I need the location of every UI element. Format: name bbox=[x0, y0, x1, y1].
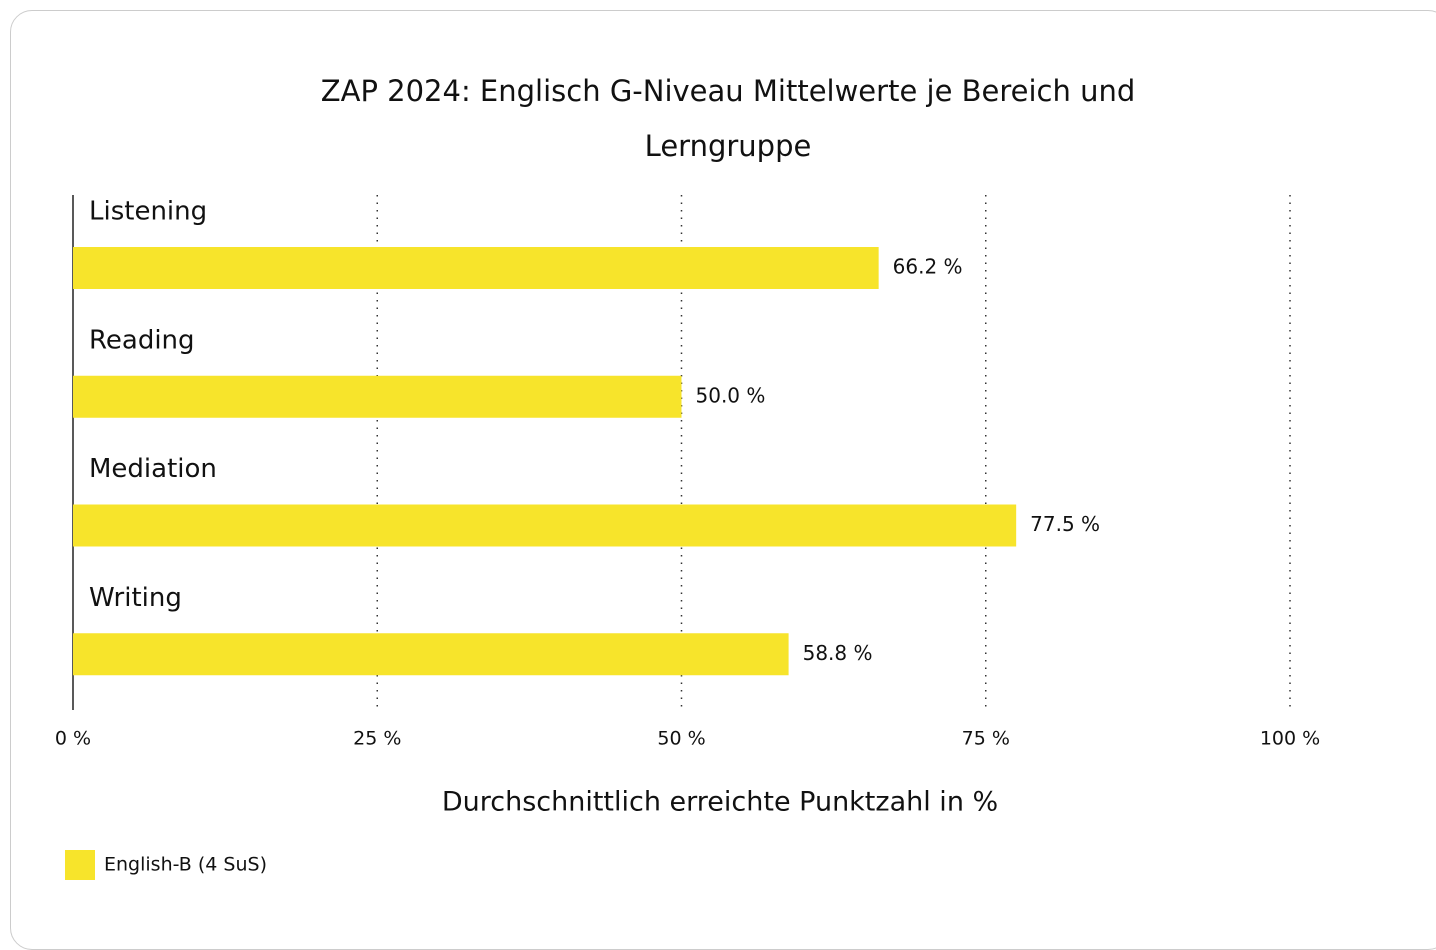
legend-label: English-B (4 SuS) bbox=[104, 854, 267, 876]
bar bbox=[73, 633, 789, 676]
x-tick-label: 100 % bbox=[1260, 728, 1320, 750]
value-label: 77.5 % bbox=[1030, 512, 1100, 536]
value-label: 50.0 % bbox=[696, 383, 766, 407]
x-tick-label: 50 % bbox=[657, 728, 705, 750]
category-label: Mediation bbox=[89, 454, 217, 484]
category-label: Reading bbox=[89, 325, 195, 355]
chart-title: ZAP 2024: Englisch G-Niveau Mittelwerte … bbox=[321, 74, 1136, 108]
x-axis-label: Durchschnittlich erreichte Punktzahl in … bbox=[442, 787, 998, 818]
category-label: Writing bbox=[89, 583, 182, 613]
x-tick-label: 75 % bbox=[962, 728, 1010, 750]
value-label: 66.2 % bbox=[893, 255, 963, 279]
category-label: Listening bbox=[89, 197, 207, 227]
x-tick-label: 25 % bbox=[353, 728, 401, 750]
legend-swatch bbox=[65, 850, 95, 880]
x-tick-label: 0 % bbox=[55, 728, 91, 750]
bar bbox=[73, 247, 879, 289]
bar bbox=[73, 375, 682, 418]
bar bbox=[73, 504, 1017, 547]
chart-title: Lerngruppe bbox=[645, 129, 812, 163]
value-label: 58.8 % bbox=[803, 641, 873, 665]
